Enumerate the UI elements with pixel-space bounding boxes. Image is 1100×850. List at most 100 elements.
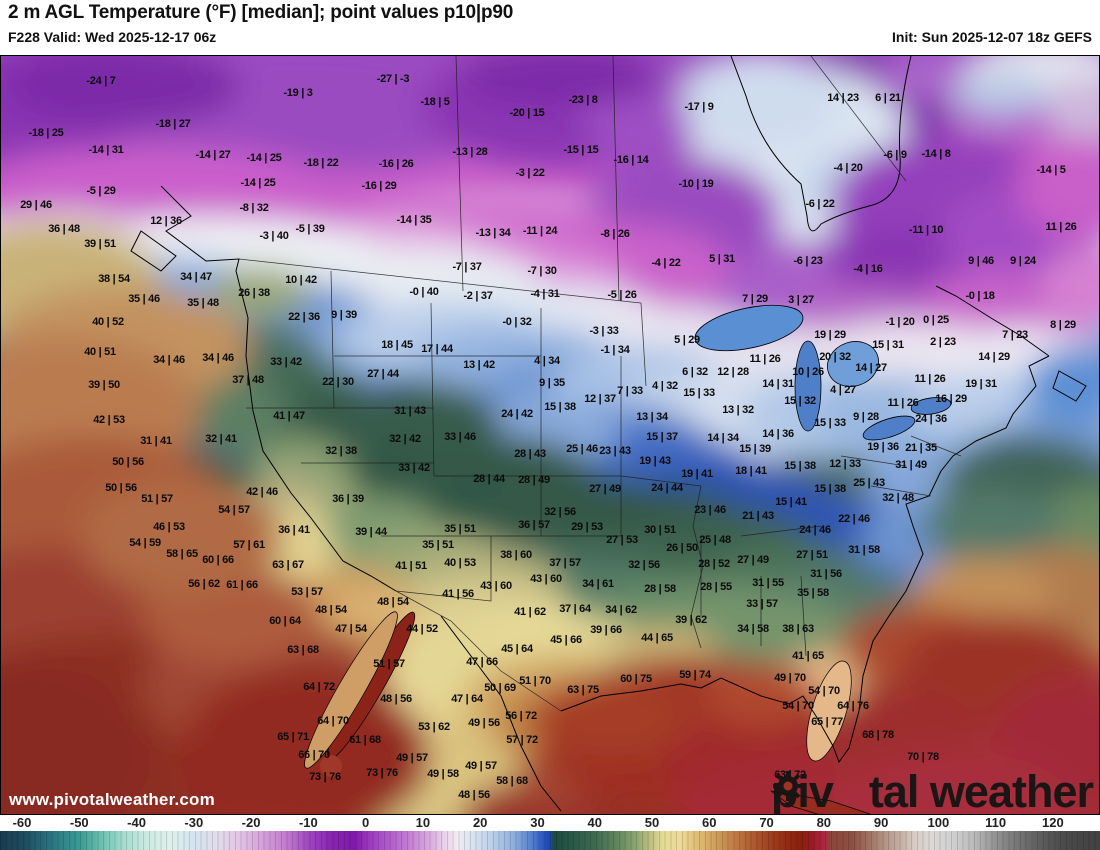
- point-value: 60 | 64: [269, 615, 301, 627]
- point-value: 27 | 51: [796, 549, 828, 561]
- point-value: 27 | 49: [589, 483, 621, 495]
- point-value: 16 | 29: [935, 393, 967, 405]
- point-value: 59 | 74: [679, 669, 711, 681]
- point-value: 58 | 65: [166, 548, 198, 560]
- point-value: 14 | 29: [978, 351, 1010, 363]
- point-value: 19 | 29: [814, 329, 846, 341]
- baja-and-cortez: [304, 611, 416, 777]
- point-value: 13 | 34: [636, 411, 668, 423]
- point-value: -6 | 23: [793, 255, 823, 267]
- point-value: 15 | 38: [544, 401, 576, 413]
- point-value: 31 | 49: [895, 459, 927, 471]
- point-value: 38 | 60: [500, 549, 532, 561]
- point-value: 56 | 62: [188, 578, 220, 590]
- point-value: 36 | 48: [48, 223, 80, 235]
- point-value: 70 | 78: [907, 751, 939, 763]
- colorbar-tick: -40: [127, 815, 146, 830]
- point-value: -6 | 22: [805, 198, 835, 210]
- point-value: -18 | 22: [303, 157, 339, 169]
- political-borders: [238, 56, 962, 712]
- point-value: 48 | 56: [380, 693, 412, 705]
- point-value: 60 | 66: [202, 554, 234, 566]
- point-value: 49 | 57: [465, 760, 497, 772]
- point-value: 19 | 31: [965, 378, 997, 390]
- point-value: -17 | 9: [684, 101, 714, 113]
- coastlines: [130, 56, 1087, 812]
- point-value: 31 | 41: [140, 435, 172, 447]
- point-value: 19 | 43: [639, 455, 671, 467]
- point-value: 31 | 43: [394, 405, 426, 417]
- colorbar-tick: 50: [644, 815, 660, 830]
- point-value: -15 | 15: [563, 144, 599, 156]
- point-value: 14 | 23: [827, 92, 859, 104]
- point-value: -14 | 31: [88, 144, 124, 156]
- point-value: 33 | 57: [746, 598, 778, 610]
- point-value: 24 | 42: [501, 408, 533, 420]
- point-value: 64 | 72: [303, 681, 335, 693]
- point-value: 28 | 55: [700, 581, 732, 593]
- point-value: 13 | 42: [463, 359, 495, 371]
- point-value: 15 | 31: [872, 339, 904, 351]
- point-value: 14 | 36: [762, 428, 794, 440]
- point-value: 15 | 37: [646, 431, 678, 443]
- point-value: -5 | 39: [295, 223, 325, 235]
- point-value: 4 | 32: [652, 380, 678, 392]
- gear-icon: [772, 771, 868, 809]
- point-value: 51 | 57: [141, 493, 173, 505]
- point-value: 12 | 33: [829, 458, 861, 470]
- point-value: 34 | 46: [202, 352, 234, 364]
- point-value: -19 | 3: [283, 87, 313, 99]
- point-value: 38 | 54: [98, 273, 130, 285]
- point-value: 45 | 66: [550, 634, 582, 646]
- valid-time-label: F228 Valid: Wed 2025-12-17 06z: [8, 29, 217, 45]
- point-value: 51 | 70: [519, 675, 551, 687]
- point-value: 53 | 62: [418, 721, 450, 733]
- point-value: 49 | 70: [774, 672, 806, 684]
- point-value: 4 | 27: [830, 384, 856, 396]
- point-value: 57 | 72: [506, 734, 538, 746]
- point-value: 54 | 70: [782, 700, 814, 712]
- point-value: 9 | 24: [1010, 255, 1036, 267]
- point-value: 40 | 52: [92, 316, 124, 328]
- colorbar-tick: 10: [415, 815, 431, 830]
- colorbar-tick: 70: [759, 815, 774, 830]
- point-value: 21 | 43: [742, 510, 774, 522]
- point-value: -8 | 26: [600, 228, 630, 240]
- point-value: 37 | 57: [549, 557, 581, 569]
- point-value: 61 | 66: [226, 579, 258, 591]
- point-value: 7 | 29: [742, 293, 768, 305]
- point-value: 54 | 57: [218, 504, 250, 516]
- point-value: 26 | 50: [666, 542, 698, 554]
- point-value: 24 | 46: [799, 524, 831, 536]
- point-value: 34 | 46: [153, 354, 185, 366]
- point-value: -18 | 27: [155, 118, 191, 130]
- point-value: 47 | 66: [466, 656, 498, 668]
- point-value: 54 | 70: [808, 685, 840, 697]
- point-value: 9 | 46: [968, 255, 994, 267]
- point-value: -16 | 26: [378, 158, 414, 170]
- point-value: 63 | 68: [287, 644, 319, 656]
- point-value: 32 | 56: [544, 506, 576, 518]
- point-value: 50 | 56: [105, 482, 137, 494]
- point-value: 10 | 42: [285, 274, 317, 286]
- point-value: 19 | 36: [867, 441, 899, 453]
- point-value: 42 | 53: [93, 414, 125, 426]
- point-value: 35 | 51: [422, 539, 454, 551]
- point-value: 22 | 30: [322, 376, 354, 388]
- colorbar-tick: 120: [1042, 815, 1064, 830]
- point-value: 30 | 51: [644, 524, 676, 536]
- point-value: 36 | 57: [518, 519, 550, 531]
- colorbar: -60 -50 -40 -30 -20 -10 0 10 20 30 40 50 60 70 80 90 100…: [0, 815, 1100, 850]
- point-value: -14 | 35: [396, 214, 432, 226]
- point-value: 23 | 46: [694, 504, 726, 516]
- point-value: 44 | 65: [641, 632, 673, 644]
- point-value: -14 | 27: [195, 149, 231, 161]
- point-value: 20 | 32: [819, 351, 851, 363]
- point-value: 15 | 33: [814, 417, 846, 429]
- colorbar-tick: 90: [873, 815, 889, 830]
- point-value: 14 | 27: [855, 362, 887, 374]
- point-value: 28 | 44: [473, 473, 505, 485]
- point-value: 48 | 54: [377, 596, 409, 608]
- point-value: 35 | 58: [797, 587, 829, 599]
- point-value: 29 | 53: [571, 521, 603, 533]
